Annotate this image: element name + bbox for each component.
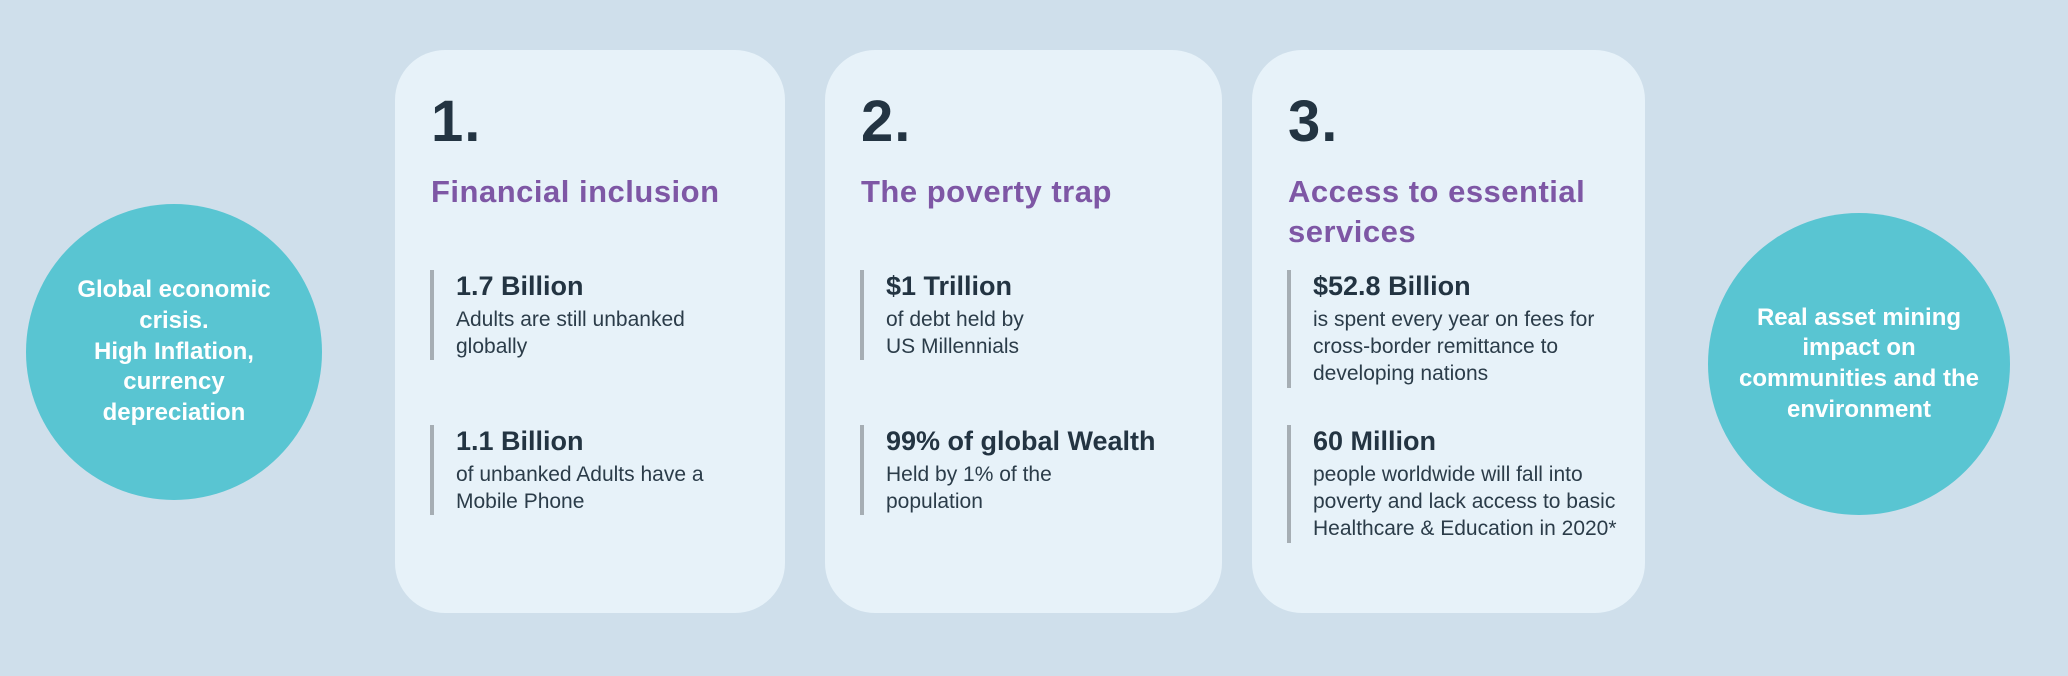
stat-item: $1 Trillion of debt held by US Millennia… (860, 270, 1202, 361)
stat-description: of debt held by US Millennials (886, 307, 1024, 359)
stat-item: 1.1 Billion of unbanked Adults have a Mo… (430, 425, 765, 516)
global-crisis-circle-text: Global economic crisis. High Inflation, … (77, 276, 271, 427)
card-financial-inclusion: 1. Financial inclusion 1.7 Billion Adult… (395, 50, 785, 613)
card-title: The poverty trap (861, 174, 1112, 209)
stat-item: 60 Million people worldwide will fall in… (1287, 425, 1625, 543)
stat-value: 60 Million (1313, 426, 1437, 456)
card-access-essential-services: 3. Access to essential services $52.8 Bi… (1252, 50, 1645, 613)
card-poverty-trap: 2. The poverty trap $1 Trillion of debt … (825, 50, 1222, 613)
stat-description: Adults are still unbanked globally (456, 307, 685, 359)
card-number: 3. (1288, 89, 1339, 154)
card-number: 1. (431, 89, 482, 154)
stat-item: $52.8 Billion is spent every year on fee… (1287, 270, 1625, 388)
stat-value: $52.8 Billion (1313, 271, 1471, 301)
card-title: Financial inclusion (431, 174, 720, 209)
stat-description: Held by 1% of the population (886, 462, 1052, 514)
stat-description: is spent every year on fees for cross-bo… (1313, 307, 1595, 386)
stat-value: $1 Trillion (886, 271, 1013, 301)
stat-description: of unbanked Adults have a Mobile Phone (456, 462, 704, 514)
card-title: Access to essential services (1288, 174, 1586, 250)
global-crisis-circle: Global economic crisis. High Inflation, … (26, 204, 322, 500)
mining-impact-circle-text: Real asset mining impact on communities … (1738, 303, 1980, 423)
card-number: 2. (861, 89, 912, 154)
stat-value: 99% of global Wealth (886, 426, 1156, 456)
stat-item: 1.7 Billion Adults are still unbanked gl… (430, 270, 765, 361)
stat-description: people worldwide will fall into poverty … (1313, 462, 1617, 541)
stat-value: 1.1 Billion (456, 426, 584, 456)
mining-impact-circle: Real asset mining impact on communities … (1708, 213, 2010, 515)
stat-item: 99% of global Wealth Held by 1% of the p… (860, 425, 1202, 516)
stat-value: 1.7 Billion (456, 271, 584, 301)
